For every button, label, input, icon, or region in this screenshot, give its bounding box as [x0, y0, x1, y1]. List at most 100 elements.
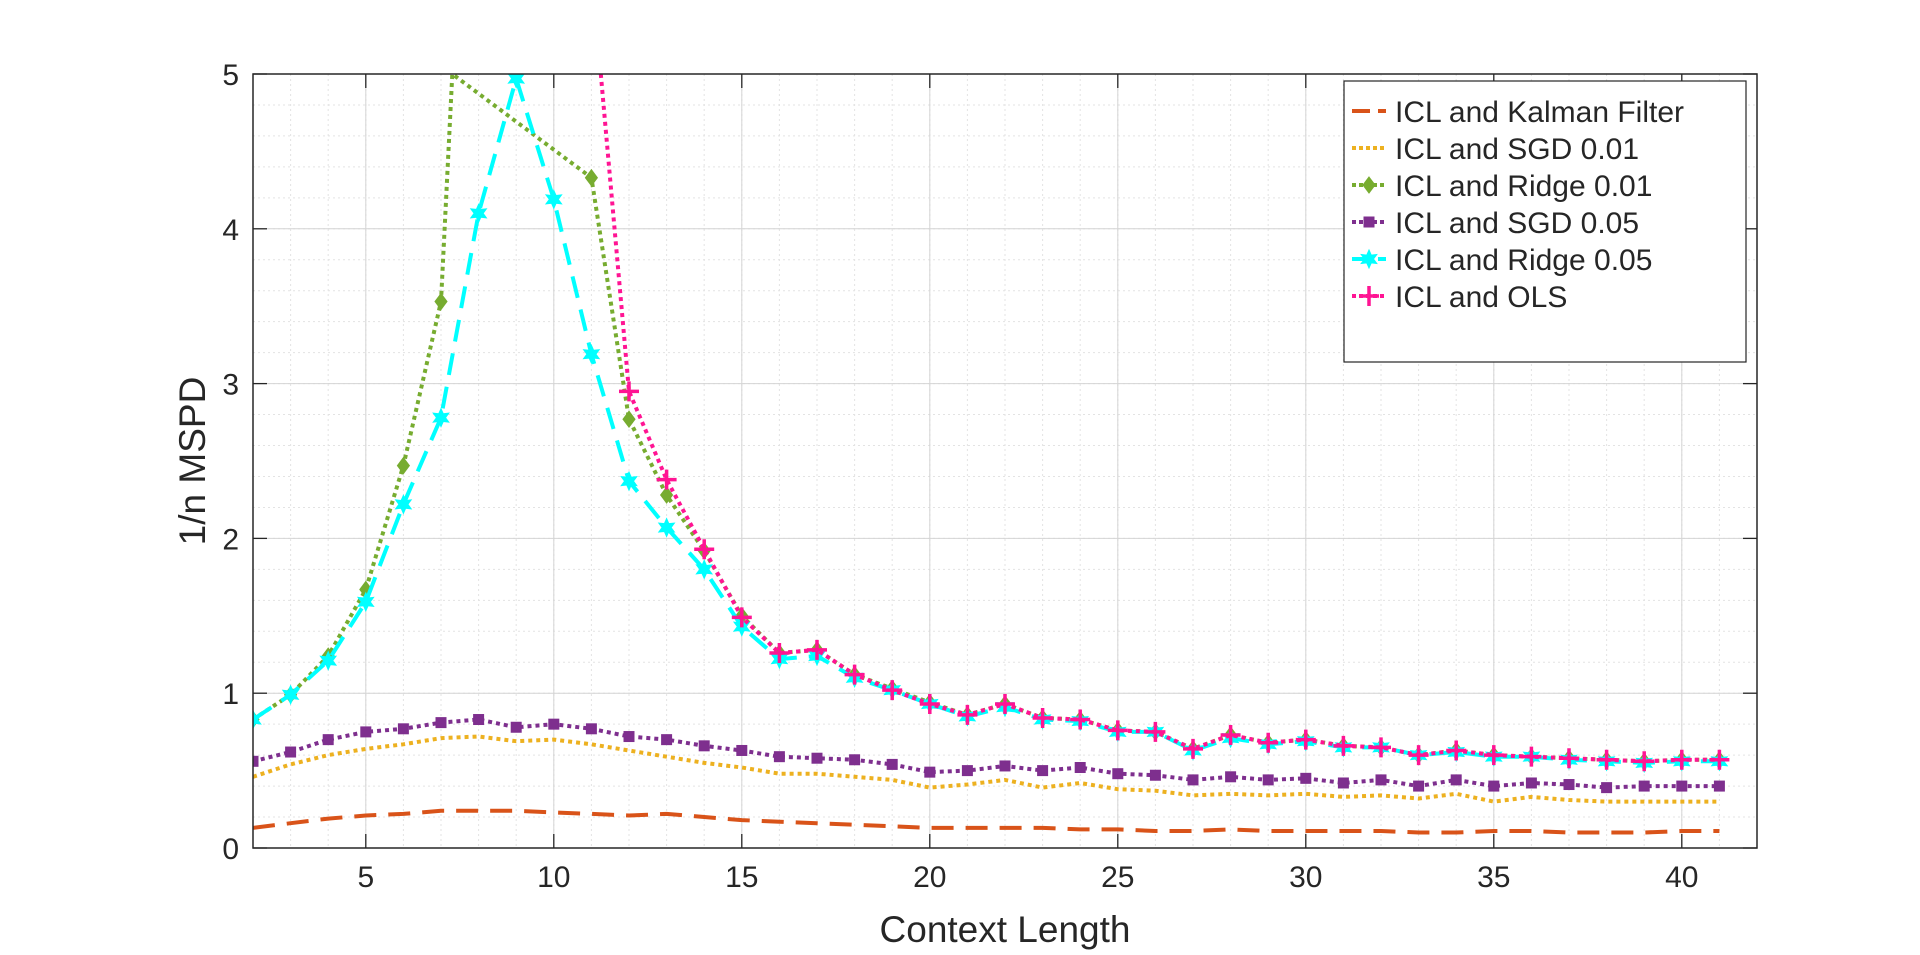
x-tick-label: 5 [357, 861, 374, 894]
data-point-square [1450, 774, 1462, 786]
data-point-square [999, 760, 1011, 772]
data-point-plus [1596, 749, 1617, 770]
data-point-plus [1032, 707, 1053, 728]
data-point-plus [1258, 732, 1279, 753]
series-line [253, 76, 1720, 765]
legend-item: ICL and SGD 0.05 [1352, 207, 1639, 240]
data-point-plus [656, 469, 677, 490]
data-point-square [1525, 777, 1537, 789]
data-point-plus [919, 694, 940, 715]
data-point-square [849, 754, 861, 766]
data-point-plus [1070, 709, 1091, 730]
y-tick-label: 0 [222, 833, 239, 866]
data-point-diamond [1362, 176, 1376, 194]
data-point-plus [807, 639, 827, 660]
data-point-square [698, 740, 710, 752]
data-point-plus [882, 680, 903, 701]
legend-label: ICL and SGD 0.05 [1395, 207, 1639, 240]
data-point-hexagram [356, 591, 375, 613]
data-point-plus [1521, 746, 1542, 767]
x-tick-label: 35 [1477, 861, 1510, 894]
data-point-plus [1371, 737, 1391, 758]
x-tick-label: 30 [1289, 861, 1322, 894]
data-point-square [1262, 774, 1274, 786]
legend-label: ICL and Ridge 0.05 [1395, 244, 1652, 277]
data-point-diamond [396, 456, 411, 475]
x-tick-label: 20 [913, 861, 946, 894]
data-point-square [1225, 771, 1237, 783]
legend-item: ICL and Ridge 0.05 [1352, 244, 1652, 277]
data-point-diamond [659, 486, 674, 504]
x-tick-label: 10 [537, 861, 570, 894]
legend-item: ICL and SGD 0.01 [1352, 133, 1639, 166]
data-point-square [548, 718, 560, 730]
data-point-square [623, 731, 635, 743]
data-point-square [736, 744, 748, 756]
data-point-plus [1559, 748, 1579, 769]
legend: ICL and Kalman Filter ICL and SGD 0.01 ICL… [1343, 80, 1747, 363]
data-point-square [397, 723, 409, 735]
data-point-hexagram [253, 709, 262, 730]
legend-item: ICL and OLS [1352, 281, 1567, 314]
legend-item: ICL and Ridge 0.01 [1352, 170, 1652, 203]
data-point-plus [1145, 721, 1166, 742]
data-point-square [1037, 765, 1049, 777]
data-point-hexagram [1360, 248, 1378, 270]
axis-ticks [253, 73, 1757, 849]
legend-box [1343, 80, 1747, 363]
data-point-square [1488, 780, 1500, 792]
data-point-square [1413, 780, 1425, 792]
data-point-plus [1483, 745, 1504, 766]
data-point-hexagram [582, 343, 601, 365]
data-point-plus [769, 642, 790, 663]
y-tick-label: 5 [222, 59, 239, 92]
data-point-square [1638, 780, 1650, 792]
data-point-diamond [622, 410, 636, 429]
plot-frame [252, 73, 1758, 849]
series-line [253, 717, 1720, 790]
data-point-square [1337, 777, 1349, 789]
data-point-square [661, 734, 673, 746]
series-0 [253, 808, 1720, 835]
y-tick-label: 1 [222, 678, 239, 711]
series-1 [253, 734, 1720, 804]
data-point-hexagram [319, 650, 338, 671]
x-tick-label: 25 [1101, 861, 1134, 894]
data-point-square [811, 752, 823, 764]
data-point-hexagram [469, 203, 488, 224]
data-point-square [435, 717, 447, 729]
data-point-diamond [434, 292, 448, 311]
data-point-plus [1333, 735, 1354, 756]
data-point-plus [694, 539, 715, 560]
data-point-square [1149, 769, 1161, 781]
data-point-square [1187, 774, 1199, 786]
data-point-square [773, 751, 785, 763]
data-point-square [473, 714, 485, 726]
data-point-hexagram [657, 517, 676, 538]
data-point-hexagram [281, 684, 300, 705]
data-point-plus [1709, 749, 1730, 770]
series-layer [253, 74, 1730, 835]
x-tick-label: 40 [1665, 861, 1698, 894]
data-point-hexagram [620, 470, 638, 492]
legend-label: ICL and Ridge 0.01 [1395, 170, 1652, 203]
data-point-square [924, 766, 936, 778]
data-point-square [1074, 762, 1086, 774]
data-point-square [1112, 768, 1124, 780]
data-point-diamond [584, 168, 599, 187]
series-3 [253, 714, 1725, 794]
data-point-square [285, 746, 297, 758]
data-point-plus [1295, 729, 1316, 750]
y-tick-label: 4 [222, 214, 239, 247]
data-point-square [1563, 779, 1575, 791]
data-point-hexagram [695, 559, 714, 580]
data-point-plus [1671, 749, 1692, 770]
data-point-plus [1220, 724, 1241, 745]
data-point-plus [1634, 751, 1655, 772]
data-point-square [961, 765, 973, 777]
y-tick-label: 3 [222, 369, 239, 402]
data-point-plus [1446, 740, 1467, 761]
data-point-square [1713, 780, 1725, 792]
data-point-square [1676, 780, 1688, 792]
